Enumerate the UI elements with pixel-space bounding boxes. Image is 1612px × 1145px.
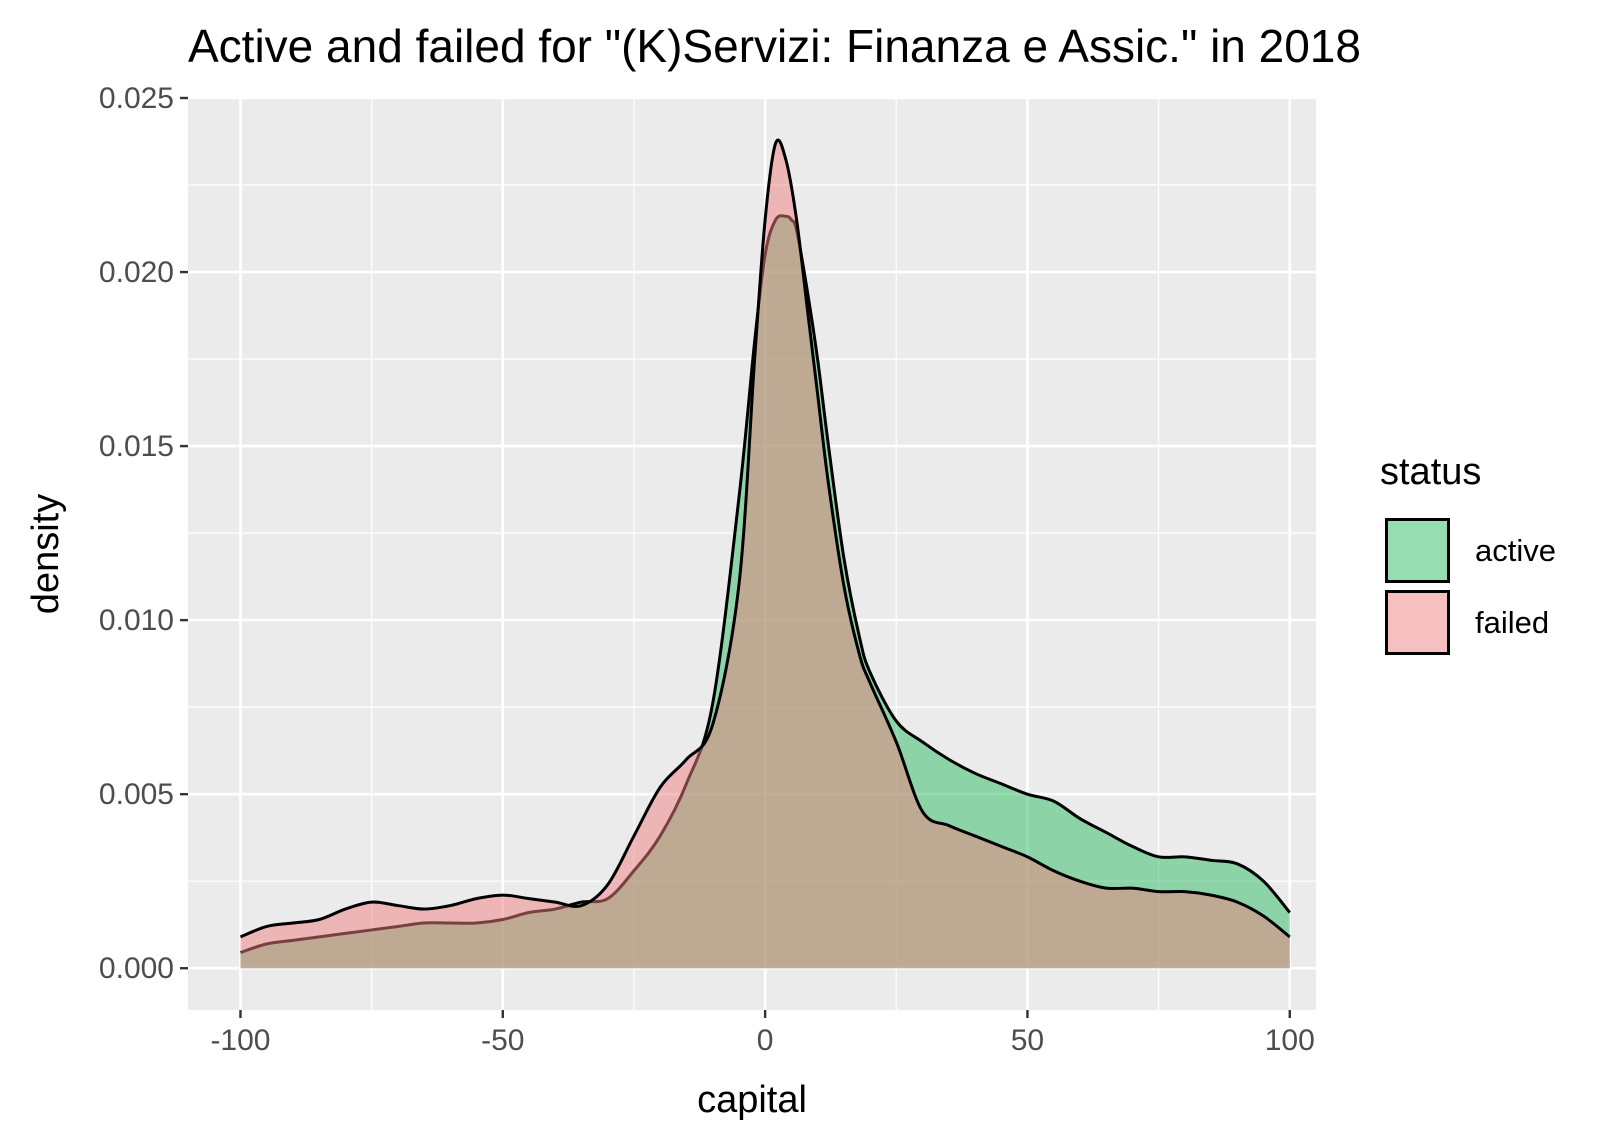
y-tick-label: 0.020 <box>99 256 174 289</box>
legend-swatch-active <box>1385 518 1450 583</box>
y-tick-label: 0.005 <box>99 778 174 811</box>
axis-ticks <box>180 96 1291 1018</box>
y-axis-title: density <box>25 494 67 614</box>
legend-label-failed: failed <box>1475 605 1549 640</box>
chart-title: Active and failed for "(K)Servizi: Finan… <box>188 20 1361 72</box>
legend-title: status <box>1380 451 1481 493</box>
x-tick-labels: -100 -50 0 50 100 <box>210 1024 1314 1057</box>
legend-swatch-failed <box>1385 590 1450 655</box>
x-tick-label: 0 <box>757 1024 774 1057</box>
legend-item-active: active <box>1385 518 1556 583</box>
legend-item-failed: failed <box>1385 590 1549 655</box>
x-tick-label: -100 <box>210 1024 270 1057</box>
y-tick-label: 0.025 <box>99 82 174 115</box>
x-tick-label: -50 <box>481 1024 524 1057</box>
x-axis-title: capital <box>697 1079 807 1121</box>
density-area-failed <box>240 139 1290 969</box>
legend-items: active failed <box>1385 518 1556 655</box>
density-areas <box>239 138 1291 969</box>
y-tick-label: 0.010 <box>99 604 174 637</box>
y-tick-label: 0.015 <box>99 430 174 463</box>
legend-label-active: active <box>1475 533 1556 568</box>
legend: status active failed <box>1380 451 1556 655</box>
x-tick-label: 50 <box>1011 1024 1044 1057</box>
y-tick-labels: 0.000 0.005 0.010 0.015 0.020 0.025 <box>99 82 174 985</box>
density-line-failed <box>239 138 1291 939</box>
x-tick-label: 100 <box>1265 1024 1315 1057</box>
y-tick-label: 0.000 <box>99 952 174 985</box>
